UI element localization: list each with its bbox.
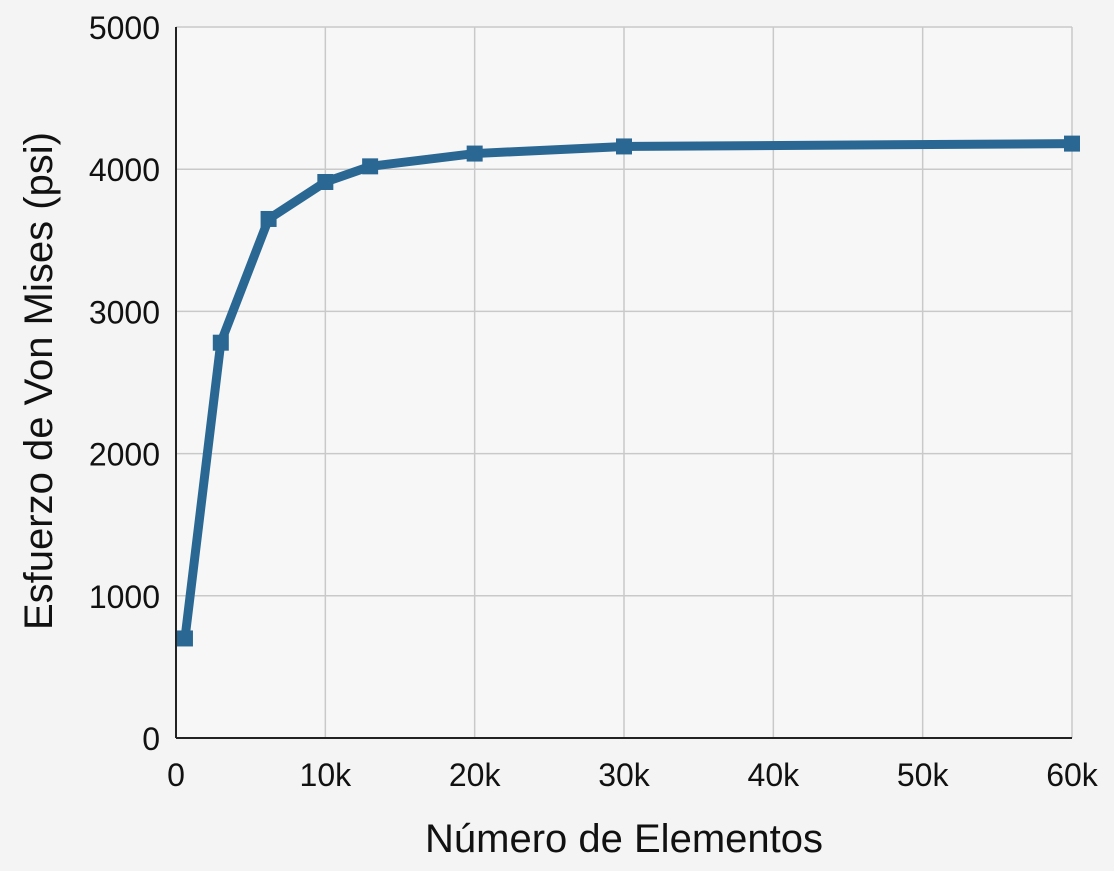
y-tick-label: 3000 [89, 294, 160, 330]
y-axis-title: Esfuerzo de Von Mises (psi) [17, 132, 61, 630]
y-tick-label: 2000 [89, 437, 160, 473]
data-point-marker [1064, 135, 1080, 152]
y-tick-label: 0 [142, 721, 160, 757]
x-tick-label: 40k [748, 757, 801, 793]
axes [175, 27, 1072, 739]
y-tick-label: 1000 [89, 579, 160, 615]
y-tick-label: 5000 [89, 10, 160, 46]
data-point-marker [260, 210, 277, 227]
data-point-marker [466, 145, 483, 162]
x-tick-label: 20k [449, 757, 502, 793]
data-point-marker [362, 158, 379, 175]
series-line [180, 139, 1077, 643]
y-tick-label: 4000 [89, 152, 160, 188]
data-point-marker [176, 630, 193, 647]
series-layer [176, 135, 1080, 647]
grid [175, 26, 1073, 739]
x-tick-label: 0 [167, 757, 185, 793]
data-point-marker [616, 138, 632, 155]
x-tick-label: 30k [598, 757, 651, 793]
tick-labels: 0 10k 20k 30k 40k 50k 60k 0 1000 2000 3000 4000 5000 [89, 10, 1099, 793]
x-tick-label: 10k [300, 757, 353, 793]
x-axis-title: Número de Elementos [425, 817, 823, 861]
x-tick-label: 50k [897, 757, 950, 793]
data-point-marker [212, 334, 229, 351]
x-tick-label: 60k [1046, 757, 1099, 793]
data-point-marker [317, 173, 334, 190]
